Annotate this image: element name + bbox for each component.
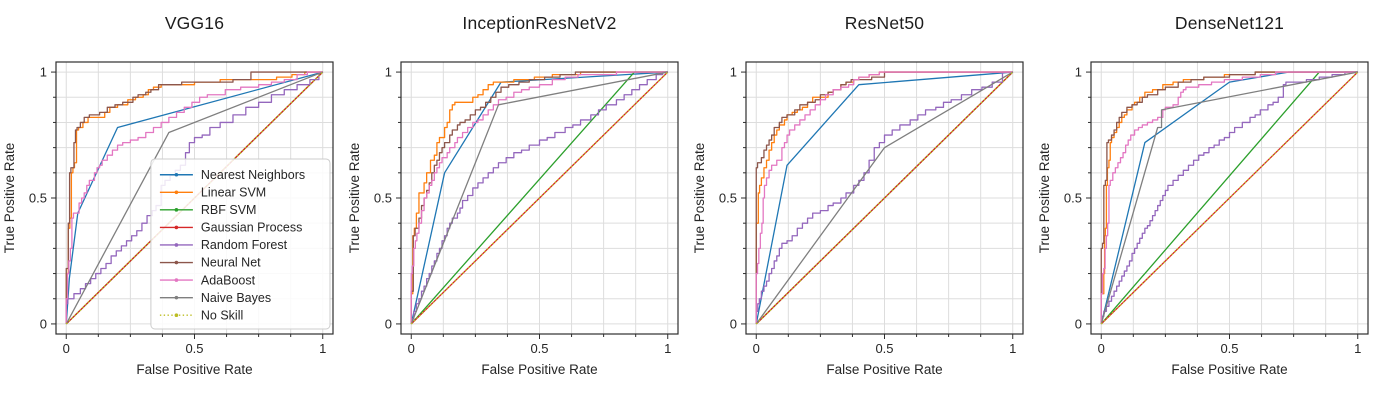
x-tick-label: 1: [319, 341, 326, 356]
y-tick-label: 1: [730, 65, 737, 80]
y-tick-label: 0.5: [374, 191, 392, 206]
legend-marker-adaboost: [174, 278, 179, 282]
series-no-skill: [1100, 71, 1359, 325]
chart-title-resnet50: ResNet50: [844, 13, 925, 33]
y-tick-label: 0.5: [1064, 191, 1082, 206]
y-tick-label: 1: [40, 65, 47, 80]
legend-marker-nearest-neighbors: [174, 172, 179, 177]
x-axis-label: False Positive Rate: [136, 362, 252, 377]
legend-marker-neural-net: [174, 260, 179, 265]
legend-label-gaussian-process: Gaussian Process: [201, 221, 302, 235]
x-tick-label: 0: [1098, 341, 1105, 356]
y-tick-label: 0.5: [719, 191, 737, 206]
legend-label-neural-net: Neural Net: [201, 256, 261, 270]
series-neural-net: [755, 71, 1013, 324]
series-naive-bayes: [755, 71, 1014, 325]
grid: [401, 62, 678, 334]
x-tick-label: 0: [753, 341, 760, 356]
series-group: [410, 71, 669, 325]
legend-label-random-forest: Random Forest: [201, 238, 288, 252]
chart-title-densenet121: DenseNet121: [1174, 13, 1285, 33]
series-random-forest: [755, 71, 1013, 324]
x-tick-label: 0.5: [185, 341, 203, 356]
legend-marker-rbf-svm: [174, 208, 179, 212]
ticks: [1086, 71, 1359, 339]
legend-label-adaboost: AdaBoost: [201, 273, 256, 287]
x-axis-label: False Positive Rate: [826, 362, 942, 377]
legend-marker-gaussian-process: [174, 225, 179, 230]
ticks: [396, 71, 669, 339]
series-naive-bayes: [410, 71, 668, 325]
subplot-densenet121: DenseNet121 0 0.5 1 0 0.5 1 False Positive Rat…: [1035, 6, 1380, 392]
y-axis-label: True Positive Rate: [2, 143, 17, 254]
chart-title-inceptionresnetv2: InceptionResNetV2: [462, 13, 617, 33]
series-naive-bayes: [1100, 71, 1358, 325]
roc-chart-inceptionresnetv2: 0 0.5 1 0 0.5 1 False Positive Rate True Positi…: [347, 61, 679, 377]
series-naive-bayes: [65, 71, 323, 325]
x-tick-label: 0.5: [1220, 341, 1238, 356]
subplot-inceptionresnetv2: InceptionResNetV2 0 0.5 1 0 0.5 1 False Positi…: [345, 6, 690, 392]
series-adaboost: [1100, 71, 1358, 324]
legend-label-rbf-svm: RBF SVM: [201, 203, 257, 217]
legend-label-linear-svm: Linear SVM: [201, 186, 266, 200]
series-adaboost: [65, 71, 323, 324]
legend-marker-naive-bayes: [174, 295, 179, 300]
series-neural-net: [1100, 71, 1358, 324]
series-nearest-neighbors: [755, 71, 1013, 325]
y-axis-label: True Positive Rate: [692, 143, 707, 254]
roc-chart-vgg16: Nearest Neighbors Linear SVM RBF SVM Gaussi…: [2, 61, 334, 377]
roc-chart-resnet50: 0 0.5 1 0 0.5 1 False Positive Rate True Positi…: [692, 61, 1024, 377]
series-adaboost: [410, 71, 668, 324]
x-tick-label: 1: [1354, 341, 1361, 356]
x-axis-label: False Positive Rate: [1171, 362, 1287, 377]
y-tick-label: 0: [1075, 316, 1082, 331]
x-tick-label: 0.5: [875, 341, 893, 356]
ticks: [741, 71, 1014, 339]
legend-marker-random-forest: [174, 243, 179, 247]
x-tick-label: 0: [408, 341, 415, 356]
series-group: [755, 71, 1014, 325]
legend-label-naive-bayes: Naive Bayes: [201, 291, 271, 305]
series-linear-svm: [410, 71, 668, 324]
ticks: [51, 71, 324, 339]
series-group: [1100, 71, 1359, 325]
subplot-resnet50: ResNet50 0 0.5 1 0 0.5 1 False Positive Rate Tr…: [690, 6, 1035, 392]
y-tick-label: 0: [730, 316, 737, 331]
series-adaboost: [755, 71, 1013, 324]
legend-marker-linear-svm: [174, 190, 179, 195]
y-axis-label: True Positive Rate: [347, 143, 362, 254]
x-tick-label: 1: [664, 341, 671, 356]
x-tick-label: 1: [1009, 341, 1016, 356]
chart-title-vgg16: VGG16: [164, 13, 225, 33]
x-tick-label: 0.5: [530, 341, 548, 356]
series-neural-net: [65, 71, 323, 324]
series-random-forest: [1100, 71, 1358, 324]
y-tick-label: 1: [1075, 65, 1082, 80]
y-tick-label: 0.5: [29, 191, 47, 206]
y-tick-label: 0: [40, 316, 47, 331]
x-tick-label: 0: [63, 341, 70, 356]
y-tick-label: 1: [385, 65, 392, 80]
subplot-vgg16: VGG16 Nearest Neighbors Linear SVM RBF SVM…: [0, 6, 345, 392]
legend-label-no-skill: No Skill: [201, 308, 243, 322]
series-no-skill: [410, 71, 669, 325]
roc-chart-densenet121: 0 0.5 1 0 0.5 1 False Positive Rate True Positi…: [1037, 61, 1369, 377]
y-axis-label: True Positive Rate: [1037, 143, 1052, 254]
legend-label-nearest-neighbors: Nearest Neighbors: [201, 168, 305, 182]
legend-box: [150, 158, 331, 330]
legend: Nearest Neighbors Linear SVM RBF SVM Gaussi…: [150, 158, 331, 330]
y-tick-label: 0: [385, 316, 392, 331]
x-axis-label: False Positive Rate: [481, 362, 597, 377]
legend-marker-no-skill: [174, 313, 179, 318]
series-no-skill: [755, 71, 1014, 325]
